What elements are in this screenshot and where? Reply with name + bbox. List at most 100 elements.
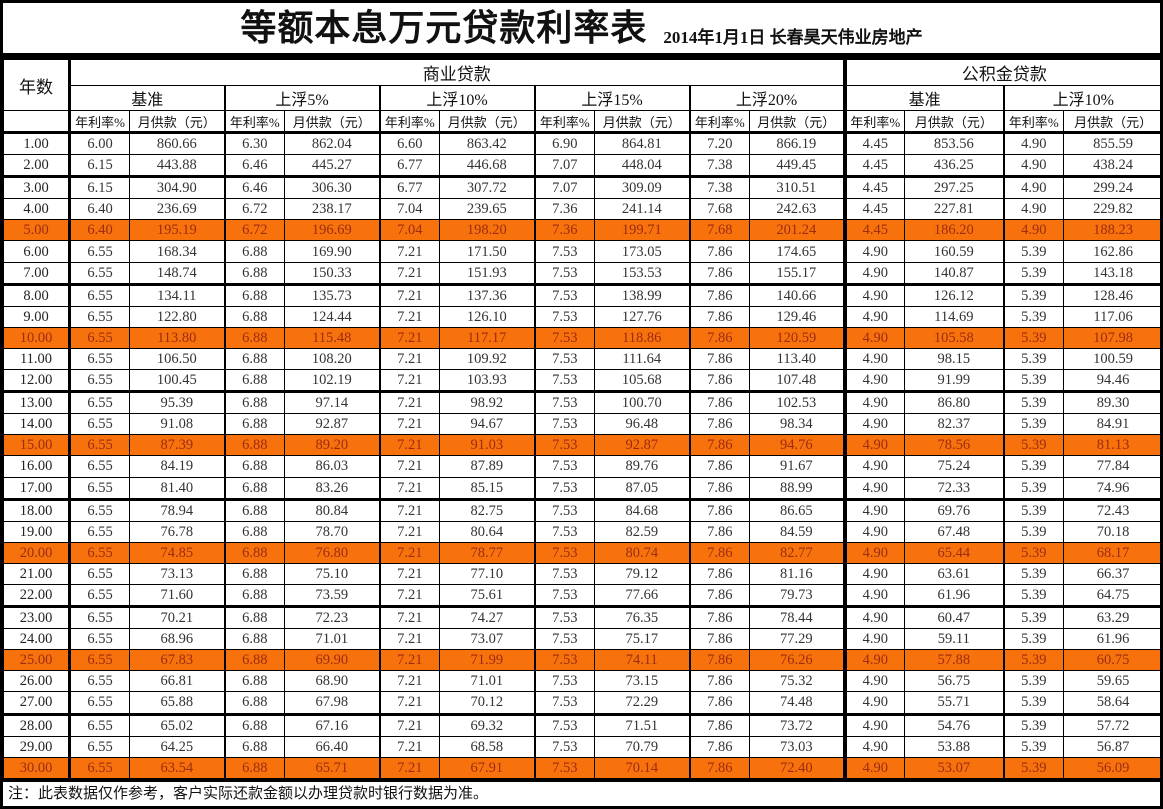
annual-rate-cell: 6.77	[378, 176, 440, 200]
monthly-payment-cell: 53.88	[904, 735, 1005, 758]
annual-rate-cell: 7.86	[688, 691, 750, 716]
monthly-payment-cell: 109.92	[439, 347, 535, 371]
annual-rate-cell: 7.53	[533, 691, 595, 716]
annual-rate-cell: 6.46	[223, 176, 285, 200]
payment-column-header: 月供款（元）	[129, 110, 225, 134]
year-cell: 2.00	[3, 154, 71, 179]
annual-rate-cell: 6.88	[223, 649, 285, 672]
annual-rate-cell: 5.39	[1002, 520, 1065, 543]
monthly-payment-cell: 113.80	[129, 326, 225, 349]
monthly-payment-cell: 81.13	[1063, 434, 1160, 457]
annual-rate-cell: 4.45	[842, 176, 906, 200]
annual-rate-cell: 4.90	[842, 713, 906, 737]
group-header-fund-up10: 上浮10%	[1002, 85, 1160, 111]
monthly-payment-cell: 135.73	[284, 283, 380, 307]
monthly-payment-cell: 65.71	[284, 756, 380, 780]
annual-rate-cell: 7.21	[378, 391, 440, 415]
year-cell: 25.00	[3, 649, 71, 672]
group-header-commercial-up20: 上浮20%	[688, 85, 846, 111]
annual-rate-cell: 6.55	[68, 369, 130, 394]
annual-rate-cell: 4.90	[842, 347, 906, 371]
table-row: 26.00 6.55 66.81 6.88 68.90 7.21 71.01 7.53 73.1…	[3, 670, 1160, 693]
annual-rate-cell: 6.00	[68, 131, 130, 156]
annual-rate-cell: 6.55	[68, 413, 130, 436]
monthly-payment-cell: 445.27	[284, 154, 380, 179]
monthly-payment-cell: 148.74	[129, 261, 225, 286]
annual-rate-cell: 6.88	[223, 606, 285, 630]
rate-column-header: 年利率%	[1002, 110, 1065, 134]
annual-rate-cell: 7.21	[378, 326, 440, 349]
monthly-payment-cell: 68.58	[439, 735, 535, 758]
monthly-payment-cell: 72.23	[284, 606, 380, 630]
rate-column-header: 年利率%	[68, 110, 130, 134]
annual-rate-cell: 7.86	[688, 261, 750, 286]
monthly-payment-cell: 105.68	[594, 369, 690, 394]
page-subtitle: 2014年1月1日 长春昊天伟业房地产	[663, 27, 923, 47]
annual-rate-cell: 5.39	[1002, 305, 1065, 328]
monthly-payment-cell: 85.15	[439, 476, 535, 501]
monthly-payment-cell: 117.17	[439, 326, 535, 349]
monthly-payment-cell: 63.61	[904, 562, 1005, 585]
monthly-payment-cell: 54.76	[904, 713, 1005, 737]
monthly-payment-cell: 56.09	[1063, 756, 1160, 780]
annual-rate-cell: 7.53	[533, 735, 595, 758]
annual-rate-cell: 7.21	[378, 305, 440, 328]
annual-rate-cell: 7.53	[533, 391, 595, 415]
table-row: 6.00 6.55 168.34 6.88 169.90 7.21 171.50 7.53 17…	[3, 240, 1160, 263]
annual-rate-cell: 7.86	[688, 735, 750, 758]
annual-rate-cell: 5.39	[1002, 455, 1065, 478]
annual-rate-cell: 6.15	[68, 176, 130, 200]
monthly-payment-cell: 71.01	[284, 628, 380, 651]
monthly-payment-cell: 438.24	[1063, 154, 1160, 179]
monthly-payment-cell: 64.75	[1063, 583, 1160, 609]
monthly-payment-cell: 94.46	[1063, 369, 1160, 394]
monthly-payment-cell: 855.59	[1063, 131, 1160, 156]
annual-rate-cell: 7.86	[688, 628, 750, 651]
annual-rate-cell: 7.21	[378, 283, 440, 307]
annual-rate-cell: 7.53	[533, 240, 595, 263]
monthly-payment-cell: 155.17	[748, 261, 846, 286]
monthly-payment-cell: 198.20	[439, 219, 535, 242]
annual-rate-cell: 7.53	[533, 713, 595, 737]
annual-rate-cell: 6.55	[68, 670, 130, 693]
monthly-payment-cell: 98.15	[904, 347, 1005, 371]
table-row: 9.00 6.55 122.80 6.88 124.44 7.21 126.10 7.53 12…	[3, 305, 1160, 328]
monthly-payment-cell: 89.20	[284, 434, 380, 457]
monthly-payment-cell: 87.89	[439, 455, 535, 478]
annual-rate-cell: 7.53	[533, 562, 595, 585]
annual-rate-cell: 7.86	[688, 240, 750, 263]
monthly-payment-cell: 92.87	[594, 434, 690, 457]
monthly-payment-cell: 171.50	[439, 240, 535, 263]
monthly-payment-cell: 196.69	[284, 219, 380, 242]
table-row: 11.00 6.55 106.50 6.88 108.20 7.21 109.92 7.53 1…	[3, 347, 1160, 371]
annual-rate-cell: 7.86	[688, 283, 750, 307]
group-header-commercial-base: 基准	[68, 85, 225, 111]
annual-rate-cell: 4.90	[842, 628, 906, 651]
rate-column-header: 年利率%	[378, 110, 440, 134]
payment-column-header: 月供款（元）	[748, 110, 846, 134]
group-header-commercial-up15: 上浮15%	[533, 85, 690, 111]
monthly-payment-cell: 77.10	[439, 562, 535, 585]
monthly-payment-cell: 67.16	[284, 713, 380, 737]
monthly-payment-cell: 80.74	[594, 541, 690, 564]
annual-rate-cell: 6.60	[378, 131, 440, 156]
annual-rate-cell: 4.45	[842, 154, 906, 179]
monthly-payment-cell: 84.68	[594, 498, 690, 522]
monthly-payment-cell: 81.16	[748, 562, 846, 585]
monthly-payment-cell: 227.81	[904, 198, 1005, 221]
annual-rate-cell: 5.39	[1002, 691, 1065, 716]
table-row: 22.00 6.55 71.60 6.88 73.59 7.21 75.61 7.53 77.6…	[3, 583, 1160, 609]
monthly-payment-cell: 78.56	[904, 434, 1005, 457]
annual-rate-cell: 6.55	[68, 756, 130, 780]
monthly-payment-cell: 241.14	[594, 198, 690, 221]
monthly-payment-cell: 71.01	[439, 670, 535, 693]
monthly-payment-cell: 106.50	[129, 347, 225, 371]
monthly-payment-cell: 73.07	[439, 628, 535, 651]
annual-rate-cell: 7.21	[378, 713, 440, 737]
rate-column-header: 年利率%	[533, 110, 595, 134]
annual-rate-cell: 6.88	[223, 413, 285, 436]
monthly-payment-cell: 89.76	[594, 455, 690, 478]
annual-rate-cell: 7.20	[688, 131, 750, 156]
table-row: 4.00 6.40 236.69 6.72 238.17 7.04 239.65 7.36 24…	[3, 198, 1160, 221]
year-cell: 14.00	[3, 413, 71, 436]
